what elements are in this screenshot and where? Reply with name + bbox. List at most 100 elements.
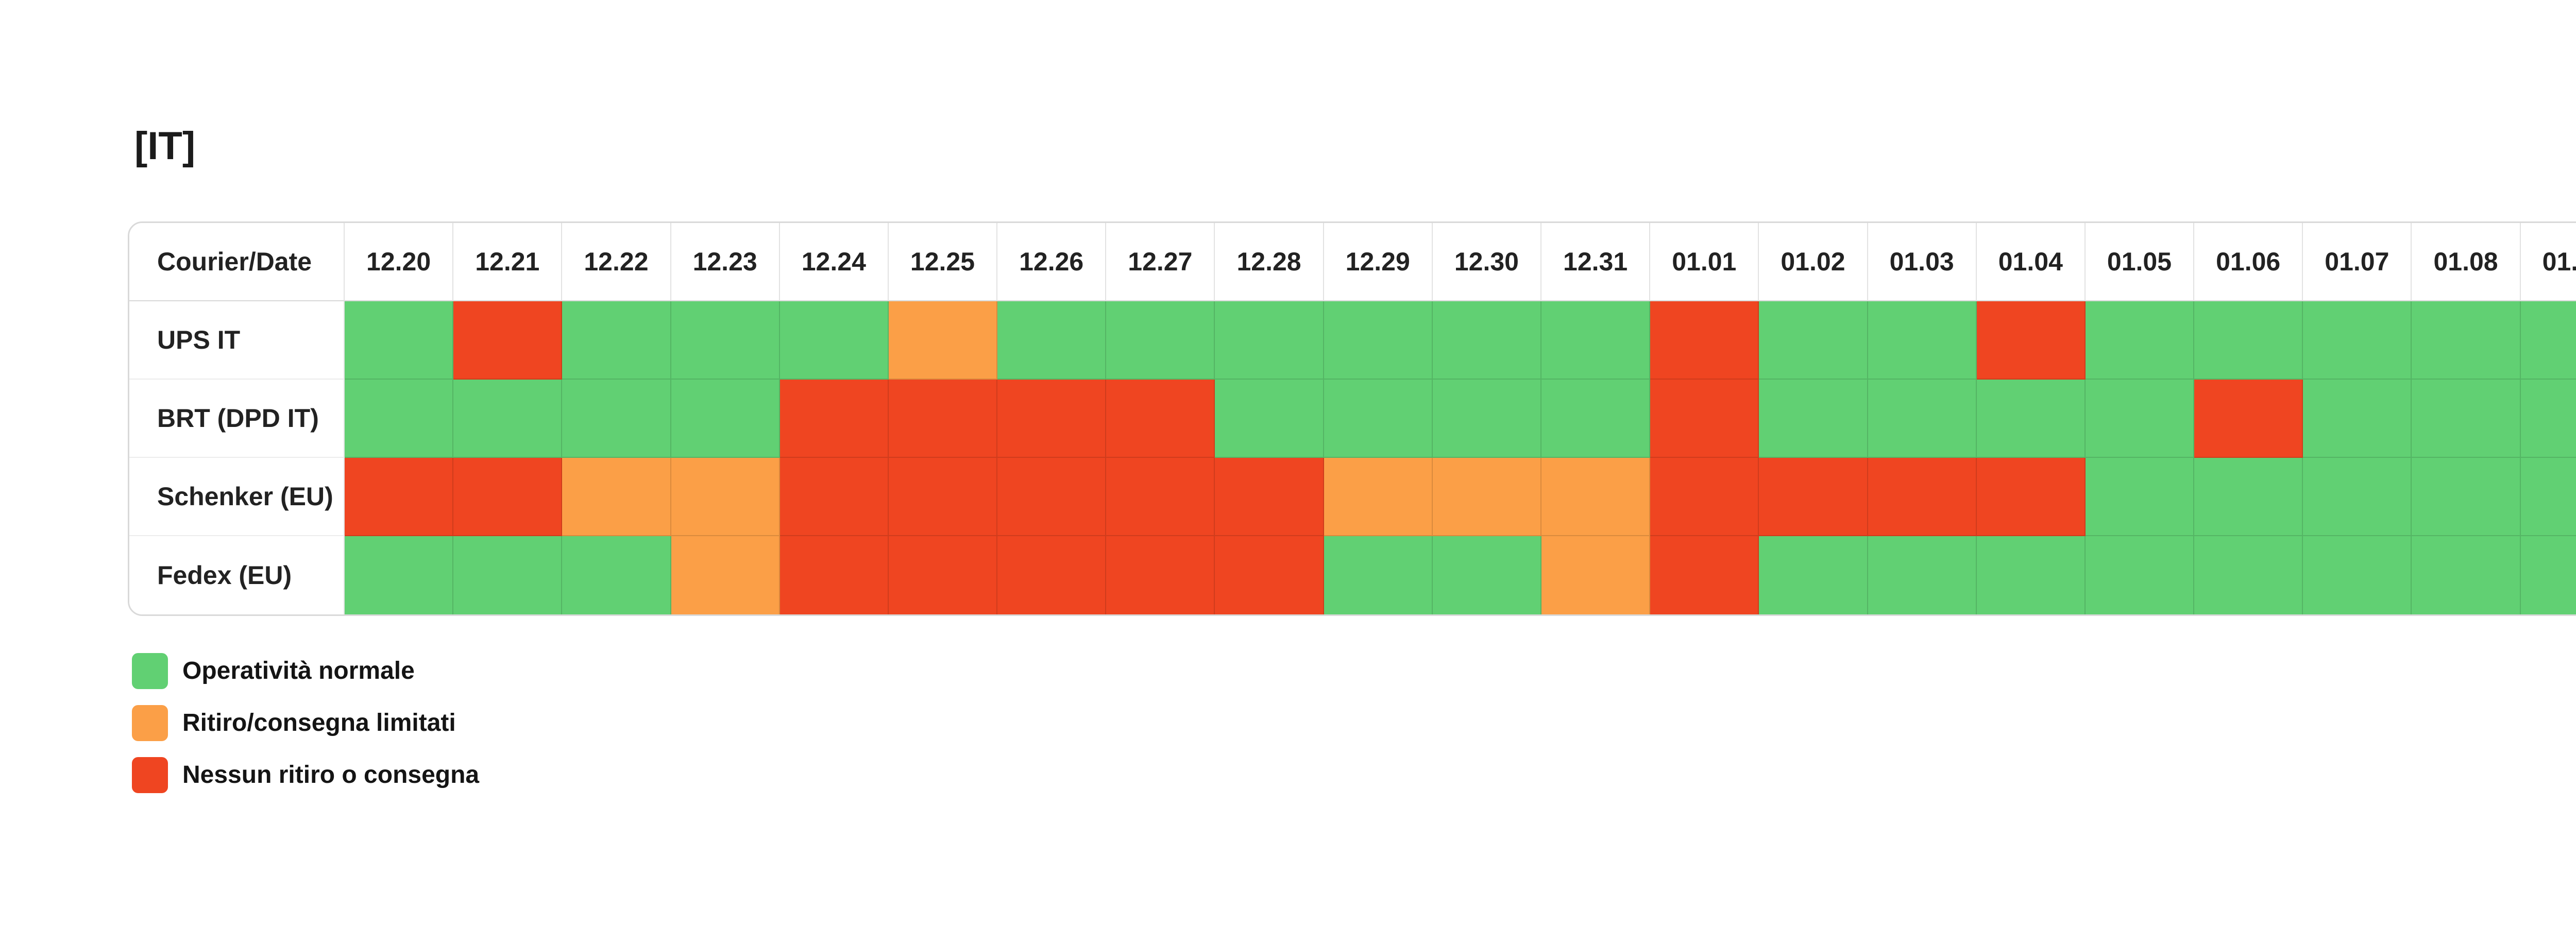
- status-cell: [2194, 301, 2303, 380]
- legend-item: Nessun ritiro o consegna: [132, 757, 479, 793]
- status-cell: [2412, 458, 2521, 536]
- status-cell: [562, 301, 671, 380]
- status-cell: [1215, 536, 1324, 614]
- status-cell: [453, 380, 563, 458]
- date-header-cell: 12.31: [1541, 223, 1651, 301]
- status-cell: [1432, 458, 1541, 536]
- status-cell: [1106, 536, 1215, 614]
- status-cell: [1868, 380, 1977, 458]
- status-cell: [779, 301, 889, 380]
- page-title: [IT]: [134, 124, 196, 168]
- status-cell: [779, 380, 889, 458]
- status-cell: [1541, 380, 1651, 458]
- status-cell: [1759, 458, 1868, 536]
- status-cell: [2520, 301, 2576, 380]
- status-cell: [1541, 301, 1651, 380]
- date-header-cell: 12.21: [453, 223, 563, 301]
- legend-color-swatch: [132, 757, 168, 793]
- status-cell: [2520, 380, 2576, 458]
- date-header-cell: 12.23: [671, 223, 780, 301]
- date-header-cell: 01.08: [2412, 223, 2521, 301]
- date-header-cell: 12.26: [997, 223, 1107, 301]
- status-cell: [997, 380, 1107, 458]
- date-header-cell: 01.06: [2194, 223, 2303, 301]
- courier-status-table: Courier/Date 12.20 12.21 12.22 12.23 12.24 12.…: [128, 221, 2576, 616]
- status-cell: [2412, 536, 2521, 614]
- date-header-cell: 12.28: [1215, 223, 1324, 301]
- status-cell: [888, 536, 998, 614]
- status-cell: [671, 380, 780, 458]
- date-header-cell: 01.05: [2085, 223, 2195, 301]
- status-cell: [1650, 301, 1759, 380]
- date-header-cell: 12.20: [345, 223, 454, 301]
- date-header-cell: 12.27: [1106, 223, 1215, 301]
- status-cell: [1759, 380, 1868, 458]
- status-cell: [2085, 380, 2195, 458]
- date-header-cell: 01.02: [1759, 223, 1868, 301]
- status-cell: [1106, 458, 1215, 536]
- status-cell: [1215, 380, 1324, 458]
- legend-color-swatch: [132, 653, 168, 689]
- status-cell: [562, 458, 671, 536]
- status-cell: [2303, 301, 2412, 380]
- status-cell: [671, 458, 780, 536]
- status-cell: [2520, 458, 2576, 536]
- status-cell: [888, 458, 998, 536]
- date-header-cell: 12.22: [562, 223, 671, 301]
- status-cell: [1324, 536, 1433, 614]
- status-cell: [779, 458, 889, 536]
- legend-item: Ritiro/consegna limitati: [132, 705, 479, 741]
- status-cell: [1868, 458, 1977, 536]
- courier-row-label: BRT (DPD IT): [129, 380, 345, 458]
- status-cell: [453, 458, 563, 536]
- status-cell: [1650, 458, 1759, 536]
- status-cell: [1215, 301, 1324, 380]
- status-cell: [1759, 536, 1868, 614]
- status-cell: [1215, 458, 1324, 536]
- status-cell: [453, 536, 563, 614]
- status-cell: [1106, 380, 1215, 458]
- status-cell: [345, 380, 454, 458]
- status-cell: [2303, 380, 2412, 458]
- status-cell: [1976, 301, 2086, 380]
- status-cell: [1324, 301, 1433, 380]
- courier-row-label: UPS IT: [129, 301, 345, 380]
- legend-item-label: Operatività normale: [182, 657, 415, 684]
- status-cell: [1650, 536, 1759, 614]
- status-cell: [1324, 380, 1433, 458]
- status-cell: [888, 301, 998, 380]
- status-cell: [1759, 301, 1868, 380]
- status-cell: [1432, 536, 1541, 614]
- status-cell: [671, 536, 780, 614]
- status-cell: [888, 380, 998, 458]
- courier-row-label: Schenker (EU): [129, 458, 345, 536]
- status-cell: [1868, 536, 1977, 614]
- date-header-cell: 12.30: [1432, 223, 1541, 301]
- date-header-cell: 12.24: [779, 223, 889, 301]
- status-cell: [2085, 301, 2195, 380]
- status-cell: [997, 458, 1107, 536]
- status-cell: [1976, 458, 2086, 536]
- status-cell: [1324, 458, 1433, 536]
- date-header-cell: 01.04: [1976, 223, 2086, 301]
- status-cell: [997, 301, 1107, 380]
- date-header-cell: 01.09: [2520, 223, 2576, 301]
- status-cell: [997, 536, 1107, 614]
- status-cell: [2085, 536, 2195, 614]
- date-header-cell: 01.01: [1650, 223, 1759, 301]
- status-cell: [2303, 458, 2412, 536]
- date-header-cell: 12.25: [888, 223, 998, 301]
- status-cell: [1868, 301, 1977, 380]
- status-cell: [345, 536, 454, 614]
- status-cell: [2520, 536, 2576, 614]
- status-cell: [345, 458, 454, 536]
- date-header-cell: 01.07: [2303, 223, 2412, 301]
- corner-header-cell: Courier/Date: [129, 223, 345, 301]
- status-cell: [2085, 458, 2195, 536]
- status-cell: [2194, 380, 2303, 458]
- legend-item-label: Nessun ritiro o consegna: [182, 761, 480, 788]
- date-header-cell: 12.29: [1324, 223, 1433, 301]
- legend-item-label: Ritiro/consegna limitati: [182, 709, 456, 736]
- status-cell: [2194, 458, 2303, 536]
- date-header-cell: 01.03: [1868, 223, 1977, 301]
